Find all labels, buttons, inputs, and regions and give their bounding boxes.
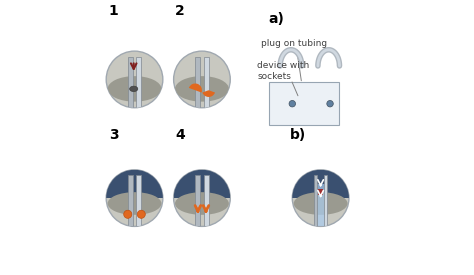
Bar (204, 57, 209, 108)
Circle shape (137, 210, 146, 218)
Circle shape (292, 170, 349, 226)
Text: device with
sockets: device with sockets (257, 60, 310, 81)
Bar (204, 175, 209, 226)
FancyBboxPatch shape (269, 82, 339, 125)
Circle shape (173, 170, 230, 226)
Bar (318, 189, 323, 196)
Text: 3: 3 (109, 128, 118, 142)
Ellipse shape (294, 192, 347, 215)
Bar (173, 170, 230, 198)
Circle shape (106, 170, 163, 226)
Text: a): a) (268, 12, 284, 26)
Circle shape (327, 100, 333, 107)
Text: plug on tubing: plug on tubing (261, 39, 328, 48)
Bar (137, 57, 141, 108)
Bar (137, 175, 141, 226)
Circle shape (289, 100, 295, 107)
Ellipse shape (108, 76, 162, 102)
Text: b): b) (290, 128, 306, 142)
Circle shape (106, 51, 163, 108)
Bar (292, 170, 349, 198)
Ellipse shape (130, 86, 138, 92)
Wedge shape (202, 90, 215, 97)
Bar (128, 175, 133, 226)
Bar (106, 170, 163, 198)
Bar (195, 57, 200, 108)
Bar (314, 175, 317, 226)
Bar (128, 57, 133, 108)
Circle shape (173, 51, 230, 108)
Circle shape (124, 210, 132, 218)
Bar (195, 175, 200, 226)
Bar (324, 175, 328, 226)
Text: 4: 4 (175, 128, 185, 142)
Ellipse shape (175, 192, 229, 215)
Wedge shape (189, 84, 202, 92)
Text: 1: 1 (109, 4, 118, 18)
Ellipse shape (108, 192, 162, 215)
Bar (317, 184, 325, 226)
Ellipse shape (175, 76, 229, 102)
Text: 2: 2 (175, 4, 185, 18)
